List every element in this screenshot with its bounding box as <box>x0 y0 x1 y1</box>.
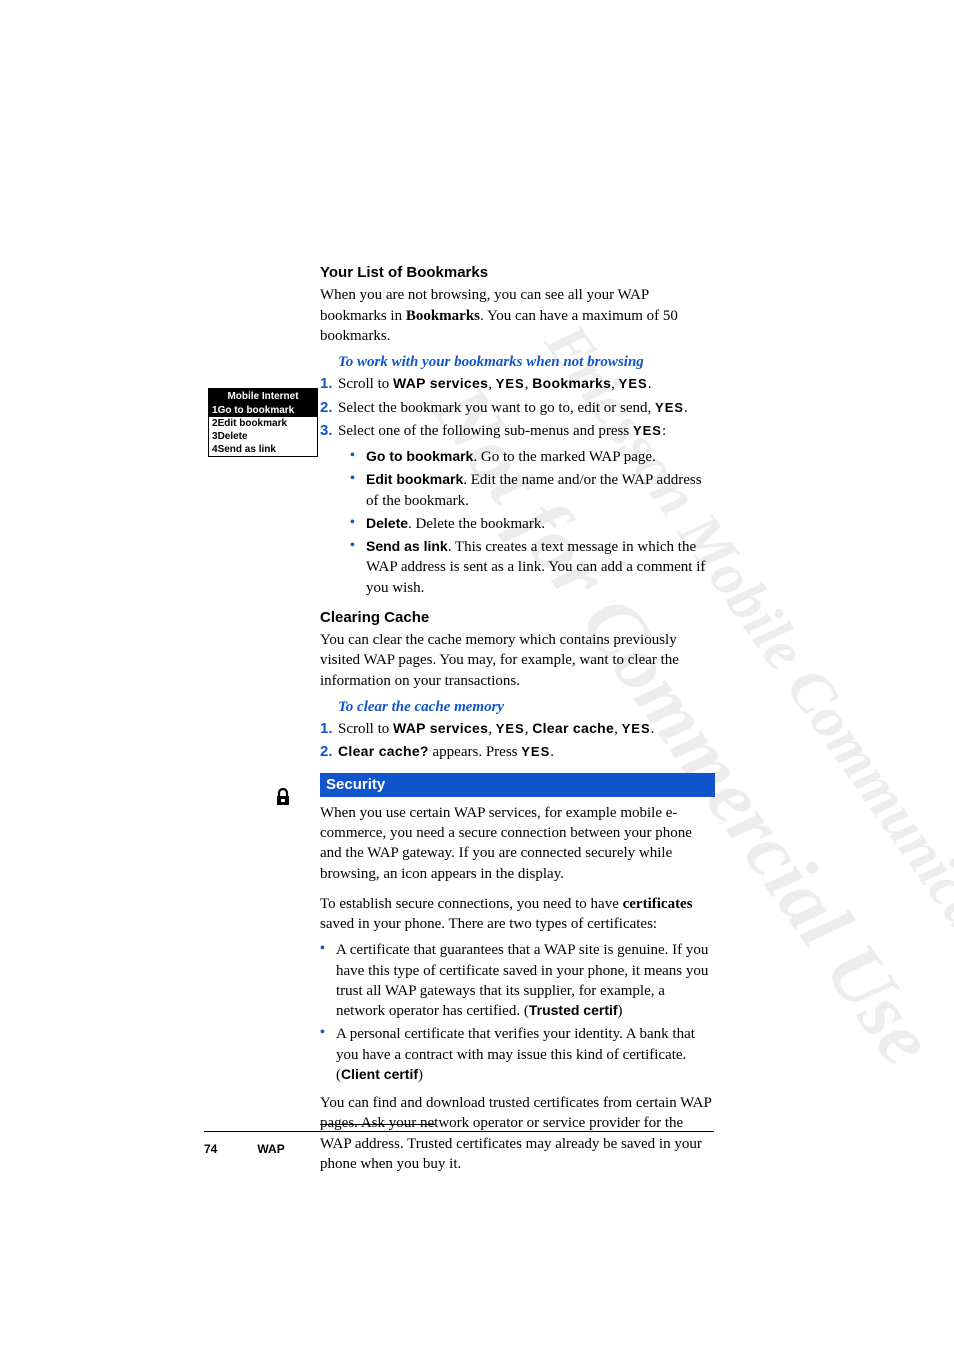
list-item: • Go to bookmark. Go to the marked WAP p… <box>350 447 715 467</box>
phone-menu-header: Mobile Internet <box>209 389 317 404</box>
list-text: Clear cache? appears. Press YES. <box>338 742 715 762</box>
procedure-title-bookmarks: To work with your bookmarks when not bro… <box>338 352 715 372</box>
main-content: Your List of Bookmarks When you are not … <box>320 263 715 1180</box>
para-bookmarks-intro: When you are not browsing, you can see a… <box>320 285 715 346</box>
list-item: 1. Scroll to WAP services, YES, Bookmark… <box>320 374 715 394</box>
bullet-icon: • <box>350 470 366 511</box>
list-item: • A certificate that guarantees that a W… <box>320 940 715 1021</box>
list-text: A certificate that guarantees that a WAP… <box>336 940 715 1021</box>
footer-section-label: WAP <box>257 1142 284 1156</box>
list-text: Send as link. This creates a text messag… <box>366 537 715 598</box>
page: Not for Commercial Use Ericsson Mobile C… <box>0 0 954 1351</box>
footer-rule <box>320 1124 435 1125</box>
para-clear-cache: You can clear the cache memory which con… <box>320 630 715 691</box>
procedure-title-clear-cache: To clear the cache memory <box>338 697 715 717</box>
heading-clear-cache: Clearing Cache <box>320 608 715 628</box>
list-item: • Send as link. This creates a text mess… <box>350 537 715 598</box>
list-number: 1. <box>320 719 338 739</box>
para-security-intro: When you use certain WAP services, for e… <box>320 803 715 884</box>
phone-menu: Mobile Internet 1Go to bookmark 2Edit bo… <box>208 388 318 457</box>
list-text: Select one of the following sub-menus an… <box>338 421 715 441</box>
list-text: Delete. Delete the bookmark. <box>366 514 715 534</box>
list-text: A personal certificate that verifies you… <box>336 1024 715 1085</box>
bullet-icon: • <box>350 514 366 534</box>
section-bar-security: Security <box>320 773 715 797</box>
list-item: 2. Select the bookmark you want to go to… <box>320 398 715 418</box>
heading-bookmarks: Your List of Bookmarks <box>320 263 715 283</box>
phone-menu-item-selected: 1Go to bookmark <box>209 404 317 417</box>
phone-menu-graphic: Mobile Internet 1Go to bookmark 2Edit bo… <box>208 388 318 457</box>
list-item: 3. Select one of the following sub-menus… <box>320 421 715 441</box>
list-number: 3. <box>320 421 338 441</box>
lock-icon <box>275 788 291 811</box>
bullet-icon: • <box>350 447 366 467</box>
list-text: Select the bookmark you want to go to, e… <box>338 398 715 418</box>
bullet-icon: • <box>350 537 366 598</box>
list-item: • Edit bookmark. Edit the name and/or th… <box>350 470 715 511</box>
bullet-icon: • <box>320 1024 336 1085</box>
bullet-list-certificates: • A certificate that guarantees that a W… <box>320 940 715 1085</box>
list-item: 2. Clear cache? appears. Press YES. <box>320 742 715 762</box>
list-number: 1. <box>320 374 338 394</box>
list-text: Go to bookmark. Go to the marked WAP pag… <box>366 447 715 467</box>
ordered-list-clear-cache: 1. Scroll to WAP services, YES, Clear ca… <box>320 719 715 763</box>
bullet-icon: • <box>320 940 336 1021</box>
phone-menu-item: 3Delete <box>209 430 317 443</box>
phone-menu-item: 4Send as link <box>209 443 317 456</box>
list-item: • A personal certificate that verifies y… <box>320 1024 715 1085</box>
list-number: 2. <box>320 398 338 418</box>
list-item: 1. Scroll to WAP services, YES, Clear ca… <box>320 719 715 739</box>
ordered-list-bookmarks: 1. Scroll to WAP services, YES, Bookmark… <box>320 374 715 441</box>
bullet-list-bookmark-actions: • Go to bookmark. Go to the marked WAP p… <box>350 447 715 598</box>
list-text: Scroll to WAP services, YES, Clear cache… <box>338 719 715 739</box>
list-text: Edit bookmark. Edit the name and/or the … <box>366 470 715 511</box>
page-footer: 74 WAP <box>204 1131 714 1156</box>
page-number: 74 <box>204 1142 217 1156</box>
list-item: • Delete. Delete the bookmark. <box>350 514 715 534</box>
list-text: Scroll to WAP services, YES, Bookmarks, … <box>338 374 715 394</box>
para-certificates: To establish secure connections, you nee… <box>320 894 715 935</box>
phone-menu-item: 2Edit bookmark <box>209 417 317 430</box>
list-number: 2. <box>320 742 338 762</box>
